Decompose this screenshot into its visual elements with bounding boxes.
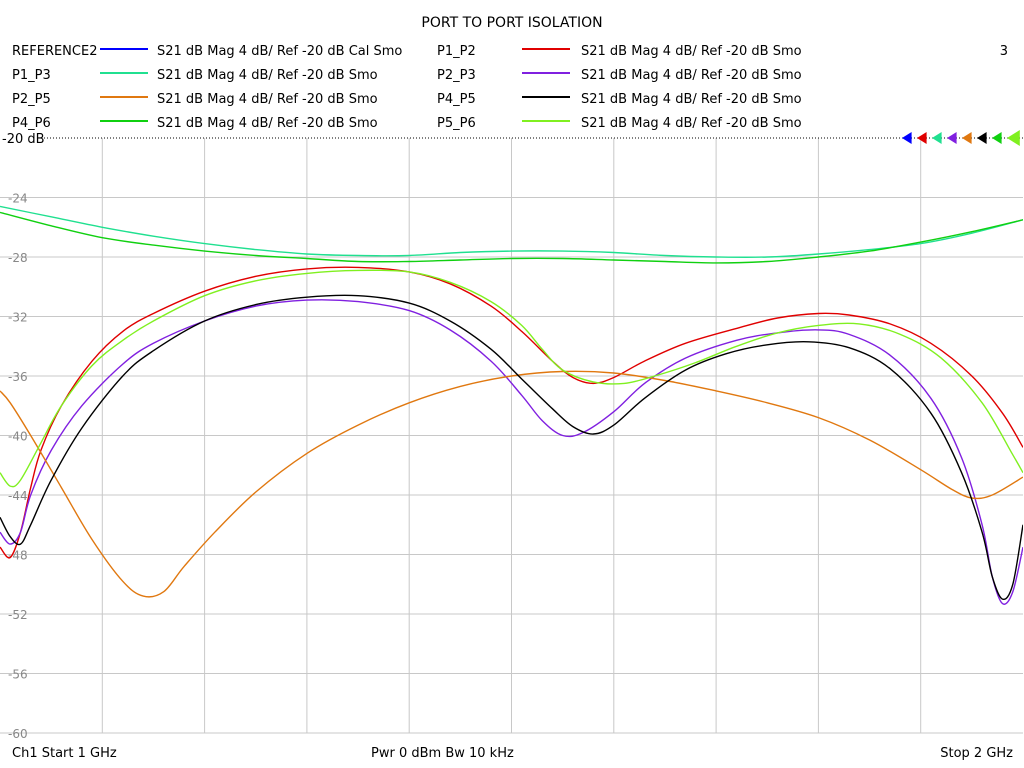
window-number: 3 [1000,44,1008,59]
reference-marker [1007,130,1020,146]
legend-trace-description: S21 dB Mag 4 dB/ Ref -20 dB Smo [157,92,378,107]
legend-trace-name: P1_P3 [12,68,51,83]
trace-p4-p5 [0,294,1023,601]
legend-entry[interactable]: P2_P5 S21 dB Mag 4 dB/ Ref -20 dB Smo [12,92,378,107]
legend-trace-description: S21 dB Mag 4 dB/ Ref -20 dB Smo [581,92,802,107]
legend-trace-name: P2_P5 [12,92,51,107]
reference-marker [917,132,927,144]
y-tick-label: -48 [8,549,28,563]
reference-marker [902,132,912,144]
legend-trace-description: S21 dB Mag 4 dB/ Ref -20 dB Smo [581,68,802,83]
trace-p2-p5 [0,370,1023,598]
legend-trace-description: S21 dB Mag 4 dB/ Ref -20 dB Cal Smo [157,44,402,59]
y-tick-label: -60 [8,727,28,741]
trace-p4-p6 [0,211,1023,264]
y-tick-label: -28 [8,251,28,265]
power-bandwidth: Pwr 0 dBm Bw 10 kHz [371,746,514,761]
reference-marker [947,132,957,144]
legend-entry[interactable]: P5_P6 S21 dB Mag 4 dB/ Ref -20 dB Smo [437,116,802,131]
y-tick-label: -32 [8,311,28,325]
y-tick-label: -36 [8,370,28,384]
y-tick-label: -56 [8,668,28,682]
y-tick-label: -44 [8,489,28,503]
reference-level-label: -20 dB [2,132,45,147]
reference-marker [992,132,1002,144]
legend-entry[interactable]: P1_P2 S21 dB Mag 4 dB/ Ref -20 dB Smo [437,44,802,59]
legend-trace-name: P5_P6 [437,116,476,131]
trace-p1-p3 [0,205,1023,258]
trace-p5-p6 [0,269,1023,488]
legend-trace-name: REFERENCE2 [12,44,97,59]
legend-trace-description: S21 dB Mag 4 dB/ Ref -20 dB Smo [157,116,378,131]
trace-p2-p3 [0,299,1023,605]
y-tick-label: -52 [8,608,28,622]
legend-trace-name: P1_P2 [437,44,476,59]
legend-trace-name: P4_P6 [12,116,51,131]
legend-trace-name: P4_P5 [437,92,476,107]
legend-entry[interactable]: P1_P3 S21 dB Mag 4 dB/ Ref -20 dB Smo [12,68,378,83]
legend-trace-description: S21 dB Mag 4 dB/ Ref -20 dB Smo [581,116,802,131]
legend-entry[interactable]: P4_P5 S21 dB Mag 4 dB/ Ref -20 dB Smo [437,92,802,107]
reference-marker [962,132,972,144]
y-tick-label: -24 [8,192,28,206]
chart-title: PORT TO PORT ISOLATION [421,15,602,31]
legend-entry[interactable]: P4_P6 S21 dB Mag 4 dB/ Ref -20 dB Smo [12,116,378,131]
reference-marker [977,132,987,144]
y-tick-label: -40 [8,430,28,444]
stop-frequency: Stop 2 GHz [940,746,1013,761]
plot-area[interactable]: -24 -28 -32 -36 -40 -44 -48 -52 -56 -60 -20 dB [0,130,1023,741]
legend-trace-name: P2_P3 [437,68,476,83]
legend-trace-description: S21 dB Mag 4 dB/ Ref -20 dB Smo [581,44,802,59]
legend-trace-description: S21 dB Mag 4 dB/ Ref -20 dB Smo [157,68,378,83]
reference-marker [932,132,942,144]
legend-entry[interactable]: P2_P3 S21 dB Mag 4 dB/ Ref -20 dB Smo [437,68,802,83]
legend: REFERENCE2 S21 dB Mag 4 dB/ Ref -20 dB C… [12,44,802,131]
start-frequency: Ch1 Start 1 GHz [12,746,117,761]
legend-entry[interactable]: REFERENCE2 S21 dB Mag 4 dB/ Ref -20 dB C… [12,44,402,59]
